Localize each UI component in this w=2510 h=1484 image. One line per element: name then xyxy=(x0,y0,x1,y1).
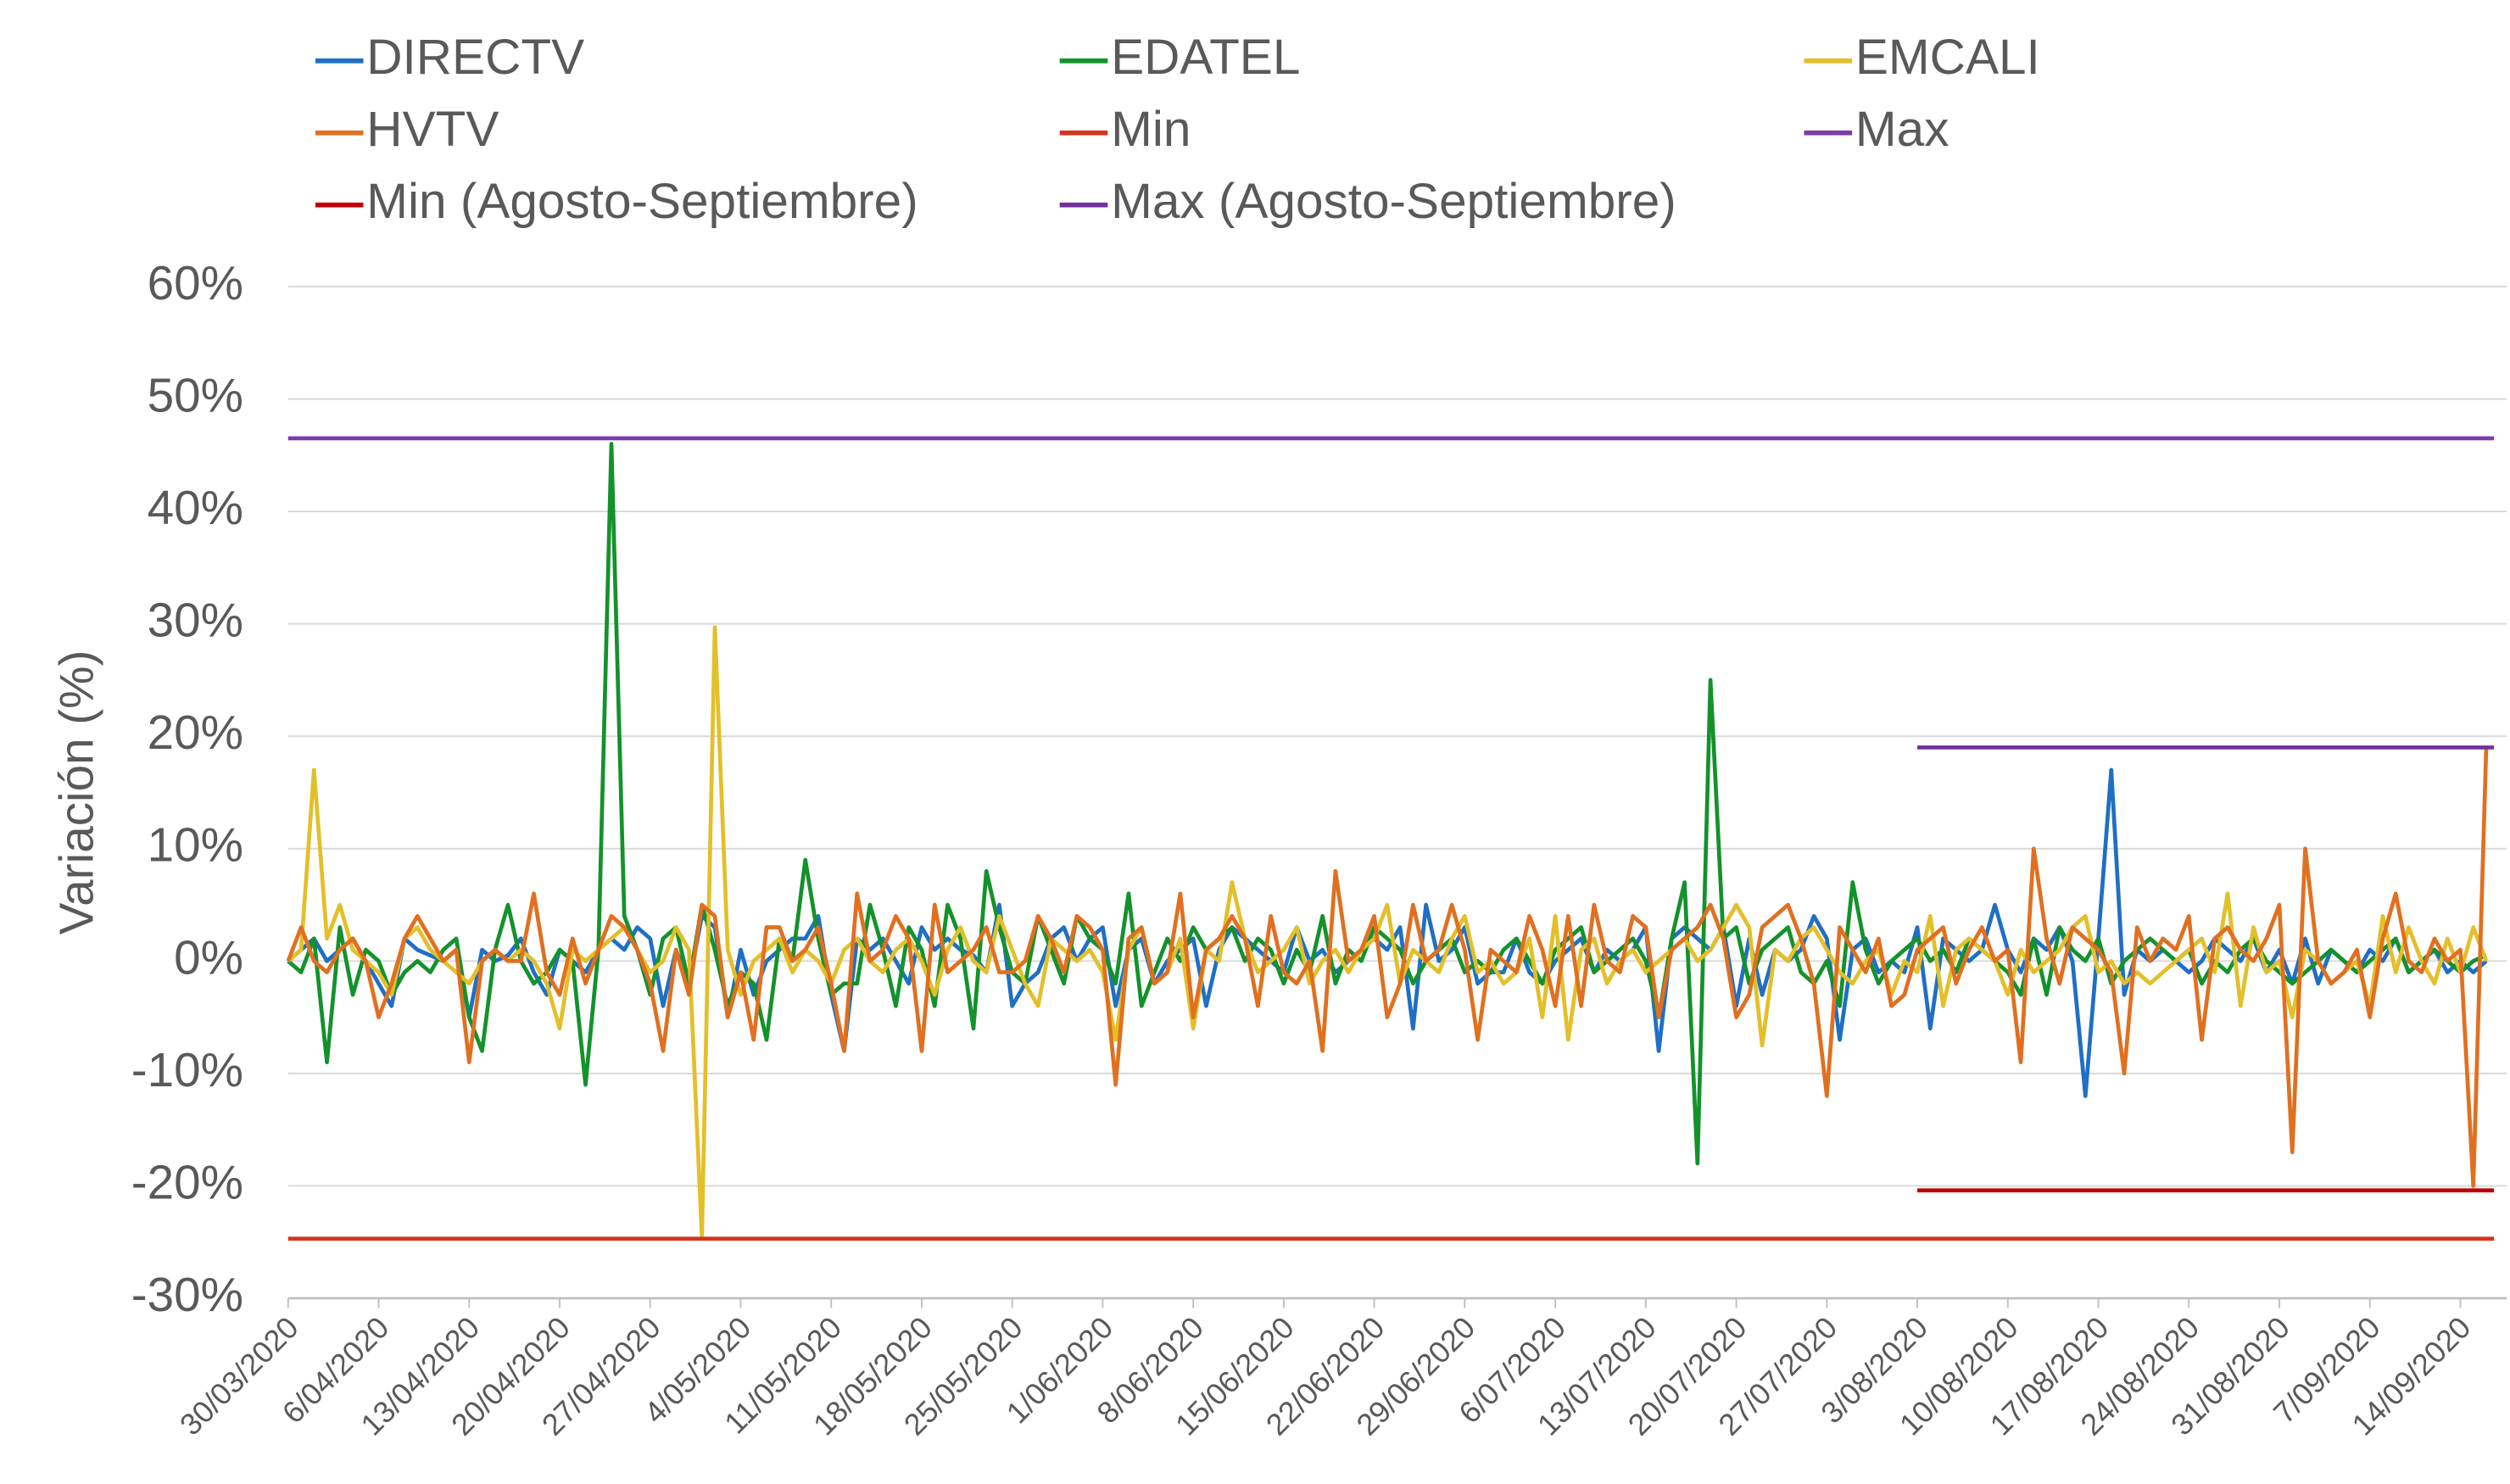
series-line xyxy=(287,442,2487,1166)
y-axis-title: Variación (%) xyxy=(50,650,103,935)
y-tick-label: 40% xyxy=(148,482,243,535)
y-tick-label: 50% xyxy=(148,369,243,422)
legend-label: Max xyxy=(1855,102,1949,157)
x-tick-label: 30/03/2020 xyxy=(174,1310,305,1442)
y-tick-label: -10% xyxy=(131,1044,243,1097)
y-tick-label: 60% xyxy=(148,257,243,310)
y-tick-label: -30% xyxy=(131,1269,243,1322)
legend-label: HVTV xyxy=(366,102,499,157)
series-line xyxy=(287,625,2489,1239)
legend-label: Max (Agosto-Septiembre) xyxy=(1111,174,1676,229)
y-tick-label: 20% xyxy=(148,706,243,760)
y-tick-label: 0% xyxy=(174,931,243,985)
legend-label: EMCALI xyxy=(1855,30,2040,85)
series-line xyxy=(287,767,2488,1098)
y-tick-label: -20% xyxy=(131,1156,243,1209)
legend-label: EDATEL xyxy=(1111,30,1300,85)
legend-label: DIRECTV xyxy=(366,30,584,85)
legend-label: Min xyxy=(1111,102,1191,157)
y-tick-label: 30% xyxy=(148,594,243,648)
y-tick-label: 10% xyxy=(148,819,243,873)
legend-label: Min (Agosto-Septiembre) xyxy=(366,174,918,229)
series-line xyxy=(286,747,2489,1188)
